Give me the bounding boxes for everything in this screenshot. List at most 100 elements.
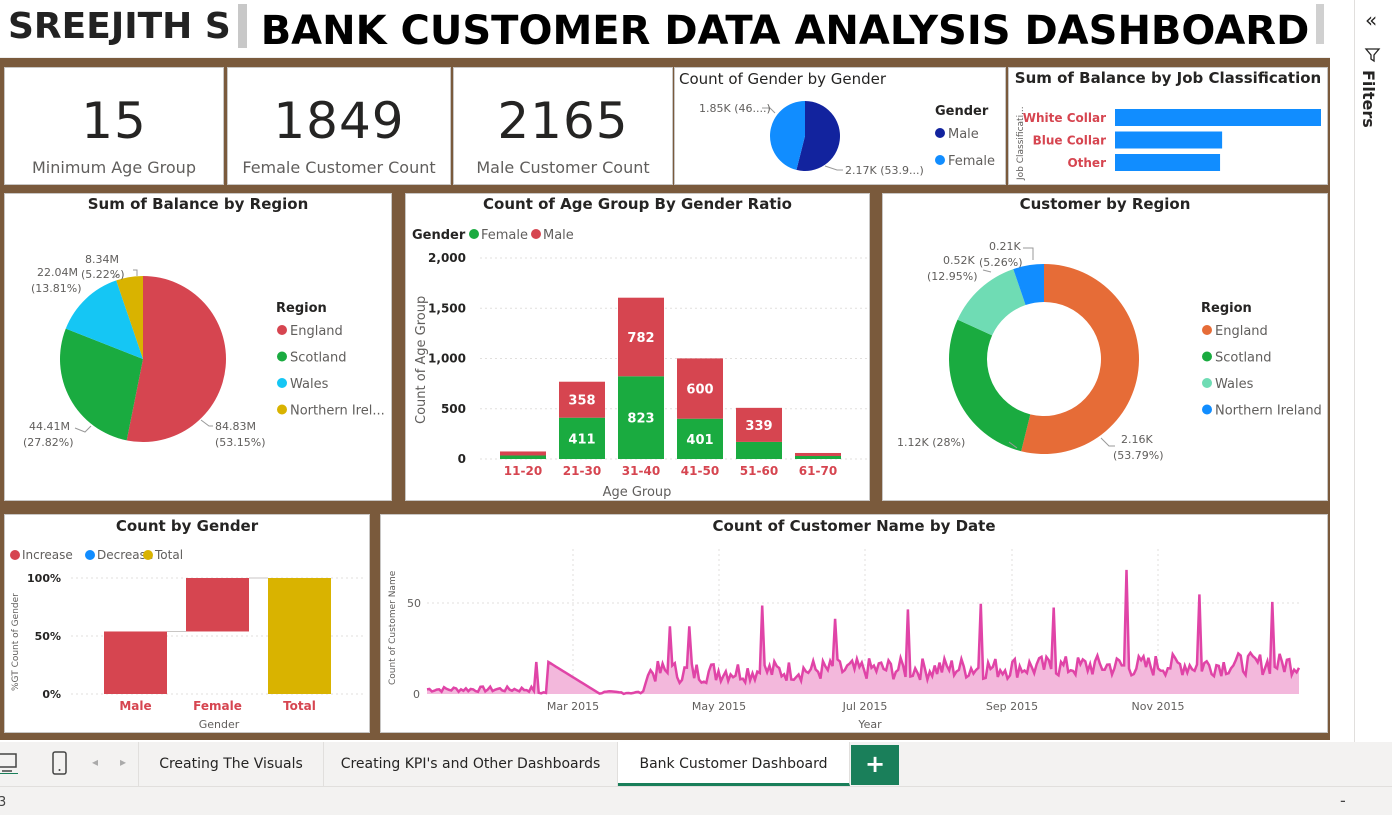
bar-other[interactable] xyxy=(1115,154,1221,171)
filters-pane: « Filters xyxy=(1354,0,1392,742)
region-pie-chart: 8.34M (5.22%) 22.04M (13.81%) 44.41M (27… xyxy=(23,253,385,449)
data-label: 823 xyxy=(627,412,654,427)
job-bar-card[interactable]: Sum of Balance by Job Classification Job… xyxy=(1008,67,1328,185)
page-indicator: 3 xyxy=(0,795,7,810)
kpi-label: Female Customer Count xyxy=(242,158,436,177)
author-name: SREEJITH S xyxy=(8,6,231,47)
legend-item-northern-ireland[interactable]: Northern Ireland xyxy=(1215,404,1322,419)
bar-male-61-70[interactable] xyxy=(795,452,841,456)
legend-item-northern-irel[interactable]: Northern Irel... xyxy=(290,404,385,419)
kpi-min-age[interactable]: 15 Minimum Age Group xyxy=(4,67,224,185)
legend-decrease[interactable]: Decrease xyxy=(97,548,153,562)
bar-female[interactable] xyxy=(186,578,249,632)
bar-female-11-20[interactable] xyxy=(500,455,546,459)
legend-male[interactable]: Male xyxy=(543,228,574,243)
bar-male-41-50[interactable] xyxy=(677,358,723,419)
legend-female[interactable]: Female xyxy=(948,154,995,169)
legend-item-wales[interactable]: Wales xyxy=(1215,377,1254,392)
leader-line xyxy=(133,269,138,276)
x-tick: 21-30 xyxy=(563,464,601,478)
kpi-female-count[interactable]: 1849 Female Customer Count xyxy=(227,67,451,185)
header-bar: SREEJITH S BANK CUSTOMER DATA ANALYSIS D… xyxy=(0,0,1330,58)
tab-creating-visuals[interactable]: Creating The Visuals xyxy=(138,742,324,786)
donut-slice-northern-ireland[interactable] xyxy=(1013,264,1044,306)
chart-title: Count by Gender xyxy=(115,517,259,535)
axis-label-x: Gender xyxy=(199,718,240,731)
leader-line xyxy=(982,269,992,273)
region-pie-card[interactable]: Sum of Balance by Region 8.34M (5.22%) 2… xyxy=(4,193,392,501)
bar-male-11-20[interactable] xyxy=(500,451,546,456)
legend-marker xyxy=(277,325,287,335)
data-label-england: 84.83M xyxy=(215,420,256,433)
axis-label-y: %GT Count of Gender xyxy=(11,593,21,691)
timeline-card[interactable]: Count of Customer Name by Date Count of … xyxy=(380,514,1328,733)
donut-slice-wales[interactable] xyxy=(957,269,1026,336)
legend-item-england[interactable]: England xyxy=(290,324,343,339)
data-label: 411 xyxy=(568,432,595,447)
legend-total[interactable]: Total xyxy=(154,548,183,562)
timeline-line[interactable] xyxy=(426,569,1301,696)
data-label-scotland: 44.41M xyxy=(29,420,70,433)
legend-item-scotland[interactable]: Scotland xyxy=(1215,351,1272,366)
legend-marker-female xyxy=(469,229,479,239)
x-tick: 51-60 xyxy=(740,464,778,478)
bar-female-31-40[interactable] xyxy=(618,376,664,459)
filter-icon[interactable] xyxy=(1364,46,1382,64)
bar-male-31-40[interactable] xyxy=(618,297,664,377)
legend-item-wales[interactable]: Wales xyxy=(290,377,329,392)
leader-line xyxy=(200,419,213,427)
x-tick: Total xyxy=(283,699,316,713)
bar-female-51-60[interactable] xyxy=(736,441,782,459)
pie-slice-northern-irel[interactable] xyxy=(116,276,143,359)
data-label-england-pct: (53.15%) xyxy=(215,436,266,449)
tab-bank-customer-dashboard[interactable]: Bank Customer Dashboard xyxy=(618,742,850,786)
tab-prev-icon[interactable]: ◂ xyxy=(92,755,99,769)
zoom-out-button[interactable]: - xyxy=(1340,791,1346,810)
bar-total[interactable] xyxy=(268,578,331,694)
age-bar-card[interactable]: Count of Age Group By Gender Ratio Gende… xyxy=(405,193,870,501)
x-tick: Nov 2015 xyxy=(1132,700,1185,713)
bar-male-51-60[interactable] xyxy=(736,407,782,442)
legend-item-england[interactable]: England xyxy=(1215,324,1268,339)
bar-male[interactable] xyxy=(104,631,167,694)
tab-kpi-dashboards[interactable]: Creating KPI's and Other Dashboards xyxy=(324,742,618,786)
pie-slice-male[interactable] xyxy=(796,101,840,171)
desktop-view-icon[interactable] xyxy=(0,752,20,774)
legend-male[interactable]: Male xyxy=(948,127,979,142)
kpi-value: 1849 xyxy=(273,92,405,150)
legend-marker-total xyxy=(143,550,153,560)
bar-male-21-30[interactable] xyxy=(559,381,605,418)
legend-increase[interactable]: Increase xyxy=(22,548,73,562)
pie-slice-scotland[interactable] xyxy=(60,328,143,441)
bar-female-61-70[interactable] xyxy=(795,455,841,459)
legend-marker xyxy=(1202,351,1212,362)
collapse-icon[interactable]: « xyxy=(1365,8,1378,32)
data-label: 339 xyxy=(745,419,772,434)
y-tick: 500 xyxy=(441,402,466,416)
legend-female[interactable]: Female xyxy=(481,228,528,243)
legend-marker-increase xyxy=(10,550,20,560)
legend-marker-female xyxy=(935,155,945,165)
pie-slice-wales[interactable] xyxy=(65,280,143,359)
bar-female-21-30[interactable] xyxy=(559,417,605,459)
legend-item-scotland[interactable]: Scotland xyxy=(290,351,347,366)
donut-slice-england[interactable] xyxy=(1021,264,1139,454)
x-tick: Female xyxy=(193,699,242,713)
pie-slice-england[interactable] xyxy=(126,276,227,442)
pie-slice-female[interactable] xyxy=(770,101,805,170)
x-tick: Male xyxy=(119,699,151,713)
tab-next-icon[interactable]: ▸ xyxy=(120,755,127,769)
waterfall-card[interactable]: Count by Gender Increase Decrease Total … xyxy=(4,514,370,733)
data-label-ni-pct: (5.22%) xyxy=(81,268,125,281)
mobile-view-icon[interactable] xyxy=(50,750,70,776)
kpi-male-count[interactable]: 2165 Male Customer Count xyxy=(453,67,673,185)
bar-blue-collar[interactable] xyxy=(1115,131,1223,149)
filters-label[interactable]: Filters xyxy=(1359,70,1378,128)
gender-pie-chart: 1.85K (46....) 2.17K (53.9...) Gender Ma… xyxy=(699,101,995,177)
bar-female-41-50[interactable] xyxy=(677,418,723,459)
gender-pie-card[interactable]: Count of Gender by Gender 1.85K (46....)… xyxy=(674,67,1006,185)
bar-white-collar[interactable] xyxy=(1115,109,1321,126)
customer-region-card[interactable]: Customer by Region 0.21K (5.26%) 0.52K (… xyxy=(882,193,1328,501)
donut-slice-scotland[interactable] xyxy=(949,319,1031,452)
add-page-button[interactable]: + xyxy=(851,745,899,785)
